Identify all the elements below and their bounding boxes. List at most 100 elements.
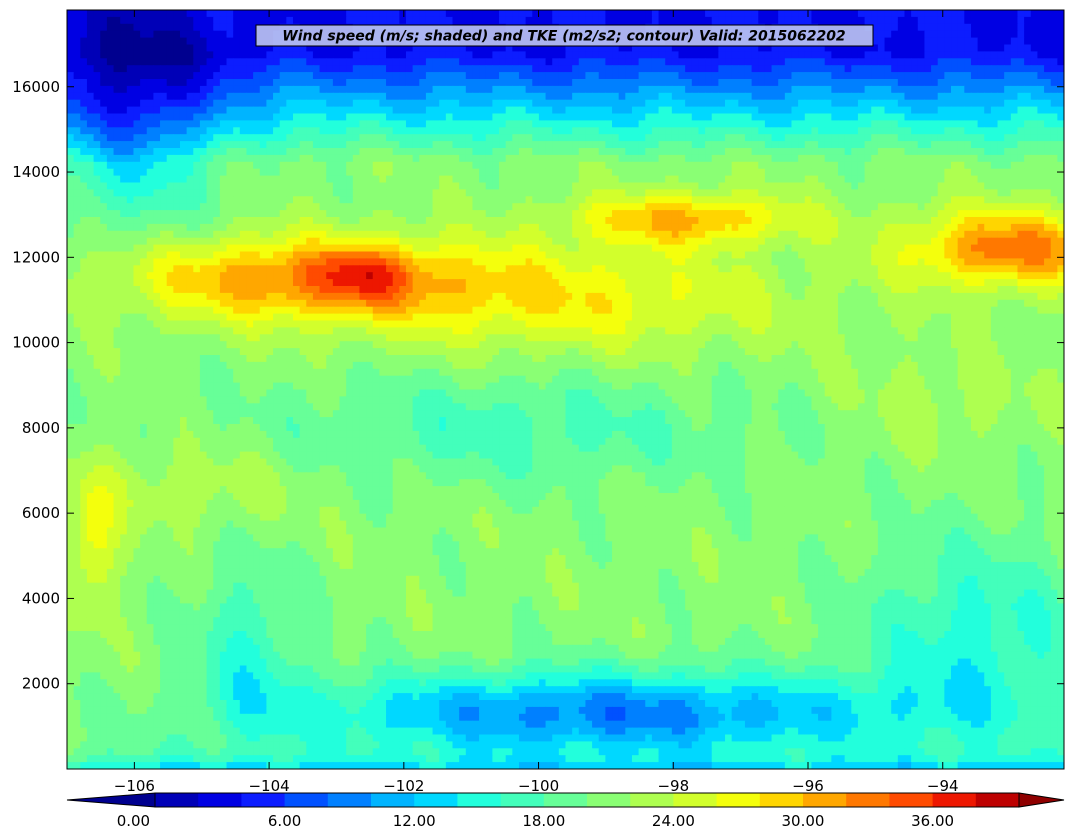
field-cell [399,44,407,52]
field-cell [857,58,866,66]
field-cell [838,79,846,87]
field-cell [432,85,440,94]
field-cell [445,161,454,170]
field-cell [685,16,693,25]
field-cell [332,168,341,177]
field-cell [1017,141,1025,149]
field-cell [818,175,826,184]
field-cell [904,223,912,232]
field-cell [512,113,520,121]
field-cell [419,79,427,87]
field-cell [711,210,719,218]
field-cell [279,182,287,190]
field-cell [990,58,999,66]
field-cell [917,23,926,32]
field-cell [718,92,726,101]
field-cell [80,148,88,156]
field-cell [73,30,81,39]
field-cell [405,92,414,101]
field-cell [319,189,327,197]
field-cell [592,99,600,108]
field-cell [419,203,427,211]
field-cell [857,120,866,128]
field-cell [352,210,361,218]
field-cell [977,58,985,66]
field-cell [492,203,500,211]
field-cell [133,237,141,246]
field-cell [1024,189,1032,197]
field-cell [1050,51,1058,59]
field-cell [106,113,115,121]
field-cell [206,175,214,184]
field-cell [771,154,779,163]
field-cell [638,230,646,239]
field-cell [239,154,248,163]
field-cell [844,99,852,108]
field-cell [725,148,733,156]
field-cell [179,141,188,149]
field-cell [206,120,214,128]
field-cell [778,168,786,177]
field-cell [499,85,507,94]
field-cell [372,85,380,94]
field-cell [1004,51,1012,59]
field-cell [173,44,181,52]
field-cell [857,134,866,142]
field-cell [93,203,101,211]
field-cell [226,37,234,46]
field-cell [977,37,985,46]
field-cell [784,203,793,211]
field-cell [1004,65,1012,73]
field-cell [193,37,201,46]
field-cell [931,141,939,149]
field-cell [173,161,181,170]
field-cell [612,106,620,115]
field-cell [273,127,281,135]
field-cell [744,58,753,66]
field-cell [731,141,739,149]
field-cell [492,196,500,204]
field-cell [292,203,301,211]
field-cell [764,168,773,177]
field-cell [266,203,274,211]
field-cell [73,127,81,135]
field-cell [512,85,520,94]
field-cell [771,189,779,197]
field-cell [838,72,846,80]
field-cell [479,92,487,101]
field-cell [133,196,141,204]
field-cell [1030,99,1039,108]
field-cell [206,16,214,25]
field-cell [299,58,307,66]
field-cell [691,44,700,52]
field-cell [239,58,248,66]
field-cell [944,189,952,197]
field-cell [1004,44,1012,52]
field-cell [598,65,606,73]
field-cell [585,230,593,239]
field-cell [505,113,513,121]
field-cell [1017,210,1025,218]
field-cell [818,210,826,218]
field-cell [100,10,108,18]
field-cell [485,51,493,59]
field-cell [705,127,713,135]
field-cell [140,79,148,87]
field-cell [771,106,779,115]
field-cell [166,58,174,66]
field-cell [764,154,773,163]
field-cell [166,30,174,39]
field-cell [645,92,653,101]
field-cell [625,106,633,115]
field-cell [273,65,281,73]
field-cell [432,154,440,163]
field-cell [1010,92,1019,101]
field-cell [120,113,128,121]
field-cell [206,168,214,177]
field-cell [838,85,846,94]
field-cell [86,85,95,94]
field-cell [951,10,959,18]
field-cell [691,168,700,177]
field-cell [831,203,839,211]
field-cell [146,120,155,128]
